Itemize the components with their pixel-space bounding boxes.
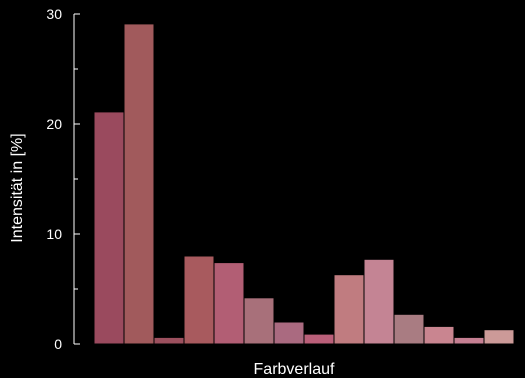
bar-3 bbox=[153, 336, 185, 345]
y-tick-label: 0 bbox=[54, 336, 62, 352]
bar-12 bbox=[423, 325, 455, 345]
bar-13 bbox=[453, 336, 485, 345]
bars-layer bbox=[93, 23, 515, 345]
bar-5 bbox=[213, 262, 245, 345]
bar-7 bbox=[273, 321, 305, 345]
bar-1 bbox=[93, 111, 125, 345]
bar-11 bbox=[393, 313, 425, 345]
y-axis-title: Intensität in [%] bbox=[9, 133, 26, 242]
bar-14 bbox=[483, 329, 515, 345]
bar-10 bbox=[363, 258, 395, 345]
y-tick-label: 30 bbox=[46, 6, 62, 22]
y-ticks-layer: 0 10 20 30 bbox=[46, 6, 80, 352]
bar-9 bbox=[333, 274, 365, 345]
x-axis-title: Farbverlauf bbox=[254, 361, 335, 378]
y-tick-label: 10 bbox=[46, 226, 62, 242]
bar-2 bbox=[123, 23, 155, 345]
bar-8 bbox=[303, 333, 335, 345]
bar-6 bbox=[243, 297, 275, 345]
y-tick-label: 20 bbox=[46, 116, 62, 132]
bar-4 bbox=[183, 255, 215, 345]
